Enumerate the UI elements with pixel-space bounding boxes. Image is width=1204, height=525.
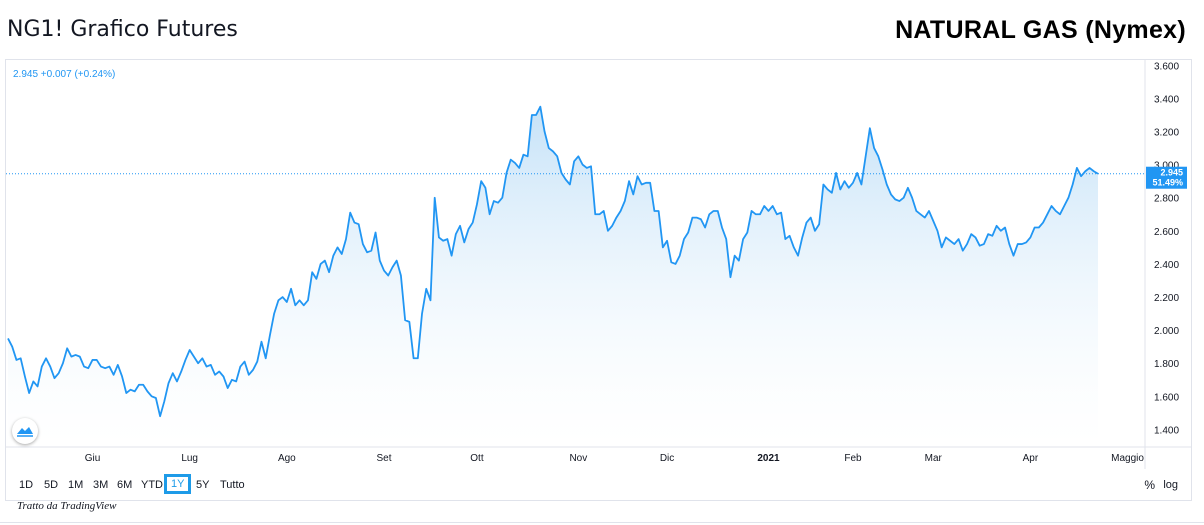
- y-tick-label: 3.600: [1154, 61, 1179, 72]
- y-tick-label: 1.600: [1154, 392, 1179, 403]
- range-all-button[interactable]: Tutto: [220, 479, 245, 491]
- x-tick-label: Dic: [660, 453, 674, 464]
- y-tick-label: 3.200: [1154, 128, 1179, 139]
- range-toolbar: 1D 5D 1M 3M 6M YTD 1Y 5Y Tutto % log: [5, 470, 1192, 500]
- y-tick-label: 2.400: [1154, 260, 1179, 271]
- y-axis: 3.600 3.400 3.200 3.000 2.800 2.600 2.400 2.200…: [1154, 61, 1179, 436]
- range-5y-button[interactable]: 5Y: [196, 479, 210, 491]
- divider: [0, 522, 1204, 523]
- x-tick-label: Set: [376, 453, 391, 464]
- series-line: [7, 105, 1099, 418]
- last-price-marker: 2.945 51.49%: [6, 166, 1187, 189]
- y-tick-label: 2.000: [1154, 326, 1179, 337]
- x-tick-label: Nov: [569, 453, 587, 464]
- log-scale-toggle[interactable]: log: [1163, 479, 1178, 491]
- x-tick-label: Feb: [844, 453, 862, 464]
- tradingview-logo-icon[interactable]: [12, 418, 38, 444]
- y-tick-label: 2.600: [1154, 227, 1179, 238]
- x-tick-label: Lug: [181, 453, 198, 464]
- range-1d-button[interactable]: 1D: [19, 479, 34, 491]
- x-tick-label: 2021: [757, 453, 780, 464]
- x-tick-label: Apr: [1023, 453, 1039, 464]
- y-tick-label: 3.000: [1154, 161, 1179, 172]
- x-tick-label: Mar: [925, 453, 943, 464]
- source-credit: Tratto da TradingView: [17, 500, 117, 512]
- range-1m-button[interactable]: 1M: [68, 479, 84, 491]
- x-axis: Giu Lug Ago Set Ott Nov Dic 2021 Feb Mar Apr Maggio: [85, 453, 1145, 464]
- last-price-change: 51.49%: [1152, 178, 1183, 188]
- x-tick-label: Giu: [85, 453, 101, 464]
- x-tick-label: Ott: [470, 453, 484, 464]
- range-ytd-button[interactable]: YTD: [141, 479, 163, 491]
- instrument-name: NATURAL GAS (Nymex): [895, 16, 1186, 44]
- percent-scale-toggle[interactable]: %: [1144, 478, 1155, 492]
- x-tick-label: Maggio: [1111, 453, 1144, 464]
- price-legend: 2.945 +0.007 (+0.24%): [13, 69, 116, 80]
- y-tick-label: 1.800: [1154, 359, 1179, 370]
- series-area: [8, 106, 1098, 446]
- page-title: NG1! Grafico Futures: [7, 17, 238, 42]
- y-tick-label: 2.800: [1154, 194, 1179, 205]
- y-tick-label: 2.200: [1154, 293, 1179, 304]
- y-tick-label: 3.400: [1154, 94, 1179, 105]
- range-3m-button[interactable]: 3M: [93, 479, 109, 491]
- last-price-value: 2.945: [1160, 168, 1183, 178]
- x-tick-label: Ago: [278, 453, 296, 464]
- y-tick-label: 1.400: [1154, 425, 1179, 436]
- range-6m-button[interactable]: 6M: [117, 479, 133, 491]
- range-5d-button[interactable]: 5D: [44, 479, 59, 491]
- chart-frame[interactable]: [5, 59, 1192, 501]
- range-1y-button[interactable]: 1Y: [164, 474, 192, 494]
- series-group: [7, 105, 1099, 446]
- last-price-box: [1146, 166, 1187, 189]
